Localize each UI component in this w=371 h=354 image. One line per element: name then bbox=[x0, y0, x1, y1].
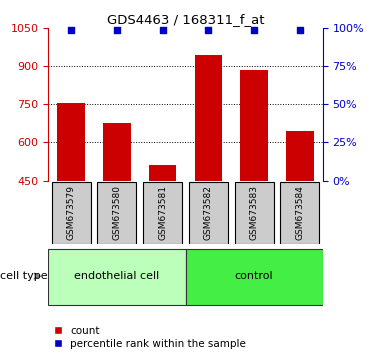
Text: GSM673580: GSM673580 bbox=[112, 185, 121, 240]
Text: GSM673584: GSM673584 bbox=[295, 185, 304, 240]
Bar bbox=[58, 103, 85, 295]
Title: GDS4463 / 168311_f_at: GDS4463 / 168311_f_at bbox=[107, 13, 264, 26]
Point bbox=[68, 27, 74, 33]
Point bbox=[160, 27, 165, 33]
Bar bbox=[235, 182, 273, 244]
Bar bbox=[240, 70, 268, 295]
Point bbox=[206, 27, 211, 33]
Bar bbox=[189, 182, 228, 244]
Point bbox=[297, 27, 303, 33]
Bar bbox=[149, 165, 176, 295]
Text: GSM673582: GSM673582 bbox=[204, 185, 213, 240]
Bar bbox=[103, 124, 131, 295]
Point bbox=[114, 27, 120, 33]
Text: GSM673579: GSM673579 bbox=[67, 185, 76, 240]
Bar bbox=[98, 182, 136, 244]
Text: GSM673583: GSM673583 bbox=[250, 185, 259, 240]
Point bbox=[251, 27, 257, 33]
Bar bbox=[286, 131, 313, 295]
Text: cell type: cell type bbox=[0, 271, 47, 281]
Bar bbox=[195, 55, 222, 295]
Bar bbox=[186, 249, 323, 305]
Bar bbox=[143, 182, 182, 244]
Bar bbox=[52, 182, 91, 244]
Text: GSM673581: GSM673581 bbox=[158, 185, 167, 240]
Bar bbox=[280, 182, 319, 244]
Text: endothelial cell: endothelial cell bbox=[74, 271, 160, 281]
Text: control: control bbox=[235, 271, 273, 281]
Bar bbox=[48, 249, 186, 305]
Legend: count, percentile rank within the sample: count, percentile rank within the sample bbox=[53, 326, 246, 349]
